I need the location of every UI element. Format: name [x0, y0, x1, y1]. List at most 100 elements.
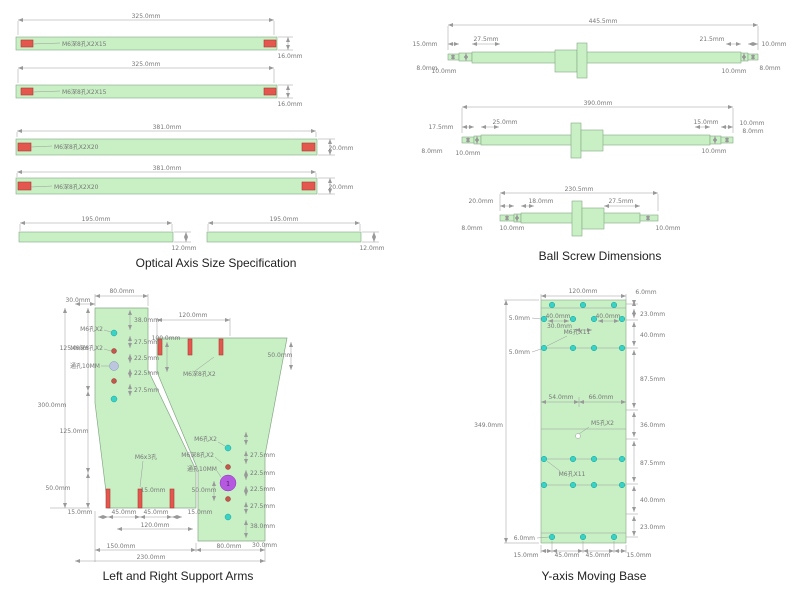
part-shape	[15, 84, 278, 99]
dim-label: 195.0mm	[270, 216, 299, 223]
dim-label: M6孔X11	[564, 328, 591, 336]
dim-label: 45.0mm	[143, 509, 168, 516]
dim-label: 36.0mm	[640, 422, 665, 429]
dim-label: 15.0mm	[140, 487, 165, 494]
dim-label: 325.0mm	[132, 13, 161, 20]
optical-axis-title: Optical Axis Size Specification	[136, 256, 297, 270]
dim-label: 100.0mm	[152, 335, 181, 342]
end-slot	[20, 87, 34, 96]
end-slot	[17, 181, 32, 191]
dim-label: 8.0mm	[759, 65, 780, 72]
cyan-hole	[590, 455, 598, 463]
part-shape	[540, 299, 627, 544]
part-shape	[740, 52, 749, 62]
dim-label: 15.0mm	[513, 552, 538, 559]
end-slot	[137, 488, 143, 509]
part-shape	[576, 42, 588, 79]
end-slot	[218, 338, 224, 356]
end-slot	[105, 488, 111, 509]
cyan-hole	[618, 315, 626, 323]
dim-label: 40.0mm	[595, 313, 620, 320]
cyan-hole	[540, 481, 548, 489]
dim-label: M6深8孔X2X20	[54, 183, 99, 191]
part-shape	[554, 49, 578, 73]
part-shape	[15, 177, 318, 195]
dim-label: 27.5mm	[250, 503, 275, 510]
dim-label: 66.0mm	[588, 394, 613, 401]
dim-label: 22.5mm	[250, 486, 275, 493]
dim-label: M6x3孔	[135, 453, 157, 461]
dim-label: M6孔X2	[194, 435, 217, 443]
part-shape	[458, 52, 473, 62]
part-shape	[581, 207, 605, 230]
dim-label: 17.5mm	[428, 124, 453, 131]
cyan-hole	[579, 533, 587, 541]
dim-label: 230.0mm	[137, 554, 166, 561]
dim-label: 15.0mm	[187, 509, 212, 516]
leader-line	[217, 441, 226, 447]
cyan-hole	[569, 455, 577, 463]
dim-label: 27.5mm	[134, 339, 159, 346]
dim-label: 300.0mm	[38, 402, 67, 409]
dim-label: M6深8孔X2X15	[62, 88, 107, 96]
part-shape	[571, 200, 583, 237]
part-shape	[206, 231, 362, 243]
leader-line	[536, 536, 550, 539]
dim-label: 325.0mm	[132, 61, 161, 68]
leader-line	[216, 470, 222, 478]
dim-label: 5.0mm	[509, 315, 530, 322]
end-slot	[301, 181, 316, 191]
leader-line	[139, 460, 144, 488]
end-slot	[263, 39, 277, 48]
leader-line	[531, 317, 542, 320]
part-shape	[639, 214, 659, 222]
leader-line	[194, 356, 215, 372]
optical-axis-drawing: 325.0mm 16.0mm M6深8孔X2X15 325.0mm 16.0mm M6深8…	[15, 13, 385, 252]
leader-line	[546, 335, 568, 347]
dim-label: 87.5mm	[640, 460, 665, 467]
dim-label: 12.0mm	[171, 245, 196, 252]
dim-label: M6深8孔X2X15	[62, 40, 107, 48]
dim-label: 15.0mm	[626, 552, 651, 559]
support-arms-drawing: 80.0mm 30.0mm 38.0mm 27.5mm 22.5mm 22.5mm 27.5…	[38, 288, 293, 563]
dim-label: 10.0mm	[455, 150, 480, 157]
dim-label: 10.0mm	[739, 120, 764, 127]
cyan-hole	[590, 481, 598, 489]
y-axis-base-title: Y-axis Moving Base	[542, 569, 647, 583]
dim-label: M6深8孔X2	[70, 344, 103, 352]
part-shape	[473, 135, 482, 145]
cyan-hole	[618, 455, 626, 463]
dim-label: M6孔X11	[559, 470, 586, 478]
dim-label: 445.5mm	[589, 18, 618, 25]
part-shape	[580, 129, 604, 152]
dim-label: 8.0mm	[416, 65, 437, 72]
leader-line	[546, 460, 561, 472]
dim-label: 45.0mm	[585, 552, 610, 559]
dim-label: 125.0mm	[60, 345, 89, 352]
dim-label: 10.0mm	[431, 68, 456, 75]
dim-label: 27.5mm	[608, 198, 633, 205]
dim-label: 15.0mm	[412, 41, 437, 48]
cyan-hole	[610, 301, 618, 309]
cyan-hole	[618, 481, 626, 489]
dim-label: 5.0mm	[509, 349, 530, 356]
cyan-hole	[224, 444, 232, 452]
dim-label: 150.0mm	[107, 543, 136, 550]
dim-label: 6.0mm	[635, 289, 656, 296]
part-shape	[15, 138, 318, 156]
dim-label: 20.0mm	[468, 198, 493, 205]
dim-label: 80.0mm	[216, 543, 241, 550]
leader-line	[214, 456, 223, 464]
ball-screw-title: Ball Screw Dimensions	[539, 249, 662, 263]
dim-label: 230.5mm	[565, 186, 594, 193]
red-hole	[111, 348, 117, 354]
dim-label: 27.5mm	[134, 387, 159, 394]
red-hole	[111, 378, 117, 384]
dim-label: 120.0mm	[569, 288, 598, 295]
end-slot	[263, 87, 277, 96]
dim-label: 50.0mm	[45, 485, 70, 492]
leader-line	[103, 329, 112, 333]
end-slot	[20, 39, 34, 48]
